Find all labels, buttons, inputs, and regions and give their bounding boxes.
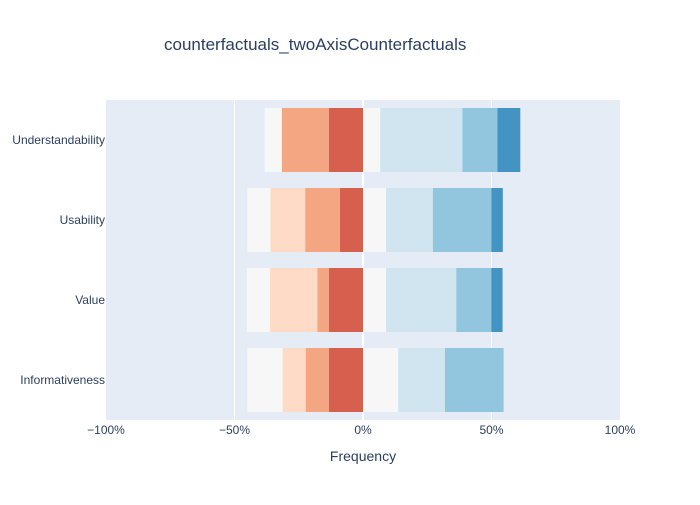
x-axis-title: Frequency	[330, 448, 396, 464]
tick-layer: −100% −50% 0% 50% 100%	[87, 423, 636, 437]
x-tick-label: 50%	[479, 423, 503, 437]
x-tick-label: 100%	[605, 423, 636, 437]
bar-segment	[398, 348, 445, 412]
bar-segment	[281, 108, 329, 172]
bar-segment	[462, 108, 498, 172]
bar-segment	[317, 268, 329, 332]
x-tick-label: 0%	[354, 423, 372, 437]
bar-segment	[363, 108, 381, 172]
bar-segment	[328, 268, 363, 332]
category-label-layer: Understandability Usability Value Informati…	[12, 133, 105, 387]
chart-title: counterfactuals_twoAxisCounterfactuals	[164, 35, 466, 54]
bar-segment	[339, 188, 363, 252]
bar-segment	[456, 268, 492, 332]
bar-segment	[432, 188, 492, 252]
bar-segment	[491, 188, 503, 252]
bar-segment	[247, 188, 271, 252]
bar-segment	[328, 348, 363, 412]
bar-segment	[363, 268, 387, 332]
bar-segment	[247, 348, 283, 412]
x-tick-label: −100%	[87, 423, 125, 437]
category-label: Usability	[60, 213, 105, 227]
bar-segment	[270, 188, 306, 252]
bar-segment	[380, 108, 463, 172]
category-label: Value	[75, 293, 105, 307]
bar-layer	[246, 108, 521, 412]
category-label: Understandability	[12, 133, 105, 147]
bar-segment	[386, 268, 457, 332]
bar-segment	[282, 348, 306, 412]
bar-segment	[444, 348, 504, 412]
x-tick-label: −50%	[219, 423, 250, 437]
category-label: Informativeness	[20, 373, 105, 387]
bar-segment	[305, 348, 329, 412]
bar-segment	[363, 348, 399, 412]
bar-segment	[497, 108, 521, 172]
bar-segment	[491, 268, 503, 332]
bar-segment	[386, 188, 433, 252]
bar-segment	[328, 108, 363, 172]
bar-segment	[269, 268, 318, 332]
bar-segment	[264, 108, 282, 172]
bar-segment	[246, 268, 270, 332]
bar-segment	[363, 188, 387, 252]
bar-segment	[305, 188, 340, 252]
